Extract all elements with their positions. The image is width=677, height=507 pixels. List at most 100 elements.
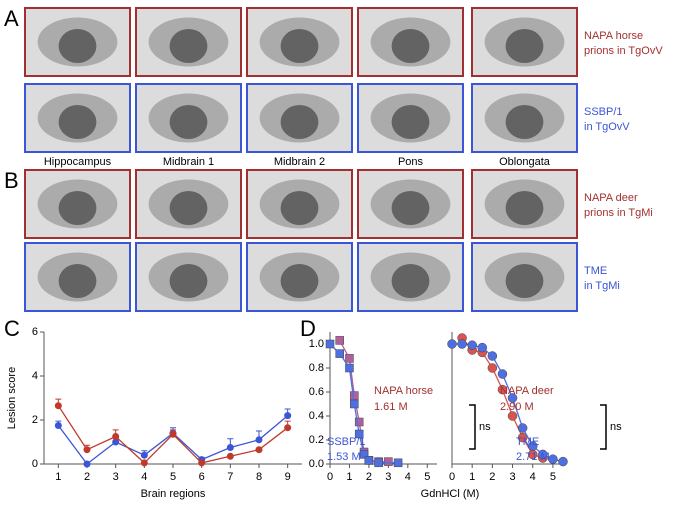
brain-section bbox=[391, 105, 430, 139]
region-label: Oblongata bbox=[499, 156, 551, 168]
marker bbox=[83, 446, 91, 454]
marker bbox=[284, 412, 292, 420]
annotation: 1.53 M bbox=[327, 451, 361, 463]
panel-label: D bbox=[300, 316, 316, 341]
x-tick-label: 3 bbox=[509, 471, 515, 483]
x-tick-label: 5 bbox=[170, 471, 176, 483]
marker bbox=[198, 459, 206, 467]
brain-section bbox=[58, 105, 97, 139]
marker bbox=[112, 433, 120, 440]
row-label: prions in TgMi bbox=[584, 207, 653, 219]
marker bbox=[497, 384, 508, 395]
marker bbox=[335, 349, 344, 358]
brain-section bbox=[169, 191, 208, 225]
x-tick-label: 4 bbox=[141, 471, 147, 483]
x-tick-label: 6 bbox=[199, 471, 205, 483]
marker bbox=[538, 449, 548, 460]
brain-section bbox=[169, 264, 208, 298]
brain-section bbox=[169, 105, 208, 139]
marker bbox=[364, 456, 374, 465]
y-tick-label: 0.6 bbox=[309, 386, 324, 398]
y-tick-label: 0.0 bbox=[309, 458, 324, 470]
brain-section bbox=[391, 29, 430, 63]
annotation: TME bbox=[516, 436, 539, 448]
annotation: 1.61 M bbox=[374, 401, 408, 413]
marker bbox=[255, 446, 263, 454]
panel-label: B bbox=[4, 168, 19, 193]
brain-section bbox=[280, 105, 319, 139]
annotation: SSBP/1 bbox=[327, 436, 366, 448]
brain-section bbox=[280, 264, 319, 298]
x-axis-label: GdnHCl (M) bbox=[421, 488, 480, 500]
annotation: NAPA horse bbox=[374, 385, 433, 397]
brain-section bbox=[169, 29, 208, 63]
x-tick-label: 1 bbox=[55, 471, 61, 483]
marker bbox=[457, 339, 467, 349]
region-label: Pons bbox=[398, 156, 424, 168]
marker bbox=[54, 422, 62, 429]
marker bbox=[507, 411, 518, 421]
marker bbox=[226, 452, 234, 460]
brain-section bbox=[280, 191, 319, 225]
ns-bracket bbox=[600, 404, 607, 450]
marker bbox=[345, 354, 354, 363]
x-tick-label: 7 bbox=[227, 471, 233, 483]
y-tick-label: 2 bbox=[32, 414, 38, 426]
marker bbox=[140, 459, 148, 467]
series-line bbox=[57, 415, 289, 465]
x-tick-label: 2 bbox=[84, 471, 90, 483]
brain-section bbox=[391, 191, 430, 225]
y-axis-label: Lesion score bbox=[6, 367, 18, 429]
x-tick-label: 3 bbox=[385, 471, 391, 483]
x-tick-label: 3 bbox=[113, 471, 119, 483]
annotation: NAPA deer bbox=[500, 385, 554, 397]
annotation: 2.90 M bbox=[500, 401, 534, 413]
y-tick-label: 0.8 bbox=[309, 362, 324, 374]
x-tick-label: 1 bbox=[469, 471, 475, 483]
y-tick-label: 0 bbox=[32, 458, 38, 470]
marker bbox=[558, 456, 568, 467]
brain-section bbox=[505, 264, 544, 298]
marker bbox=[354, 429, 364, 439]
marker bbox=[507, 393, 518, 403]
x-tick-label: 5 bbox=[424, 471, 430, 483]
region-label: Midbrain 2 bbox=[274, 156, 325, 168]
x-tick-label: 0 bbox=[449, 471, 455, 483]
marker bbox=[477, 342, 488, 353]
marker bbox=[226, 444, 234, 451]
marker bbox=[527, 441, 538, 451]
brain-section bbox=[58, 264, 97, 298]
marker bbox=[255, 436, 263, 444]
x-tick-label: 4 bbox=[405, 471, 411, 483]
y-tick-label: 0.2 bbox=[309, 434, 324, 446]
marker bbox=[284, 424, 292, 432]
row-label: prions in TgOvV bbox=[584, 45, 663, 57]
marker bbox=[83, 460, 91, 468]
marker bbox=[335, 336, 344, 345]
row-label: SSBP/1 bbox=[584, 106, 623, 118]
marker bbox=[487, 363, 498, 373]
marker bbox=[350, 399, 359, 409]
marker bbox=[345, 363, 354, 373]
annotation: ns bbox=[479, 421, 491, 433]
x-tick-label: 8 bbox=[256, 471, 262, 483]
marker bbox=[517, 432, 528, 443]
panel-label: C bbox=[4, 316, 20, 341]
brain-section bbox=[505, 29, 544, 63]
marker bbox=[350, 391, 359, 400]
marker bbox=[548, 454, 558, 464]
marker bbox=[384, 457, 393, 466]
marker bbox=[374, 458, 383, 468]
x-tick-label: 4 bbox=[530, 471, 536, 483]
brain-section bbox=[58, 191, 97, 225]
row-label: in TgOvV bbox=[584, 121, 630, 133]
region-label: Midbrain 1 bbox=[163, 156, 214, 168]
marker bbox=[112, 438, 120, 446]
x-axis-label: Brain regions bbox=[141, 488, 206, 500]
brain-section bbox=[391, 264, 430, 298]
x-tick-label: 2 bbox=[489, 471, 495, 483]
row-label: NAPA deer bbox=[584, 192, 638, 204]
marker bbox=[325, 339, 335, 349]
x-tick-label: 5 bbox=[550, 471, 556, 483]
marker bbox=[359, 450, 369, 459]
